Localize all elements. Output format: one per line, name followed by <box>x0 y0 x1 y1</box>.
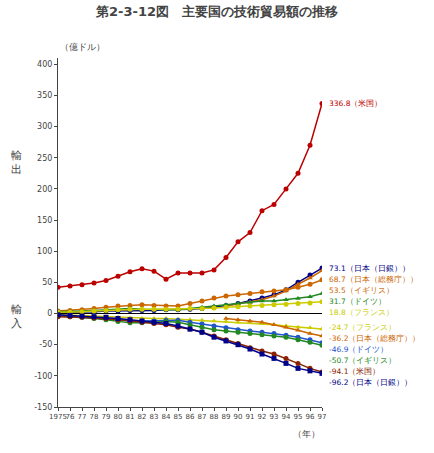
svg-text:91: 91 <box>246 413 255 421</box>
svg-text:93: 93 <box>270 413 279 421</box>
svg-text:78: 78 <box>90 413 99 421</box>
svg-text:18.8（フランス）: 18.8（フランス） <box>329 308 394 317</box>
svg-text:92: 92 <box>258 413 267 421</box>
svg-text:94: 94 <box>282 413 291 421</box>
svg-text:-50: -50 <box>39 340 52 349</box>
svg-text:336.8（米国）: 336.8（米国） <box>329 99 382 108</box>
svg-text:（年）: （年） <box>293 429 320 439</box>
svg-text:300: 300 <box>37 122 52 131</box>
svg-text:85: 85 <box>174 413 183 421</box>
svg-text:86: 86 <box>186 413 195 421</box>
svg-text:輸出: 輸出 <box>11 149 22 176</box>
svg-text:88: 88 <box>210 413 219 421</box>
svg-text:53.5（イギリス）: 53.5（イギリス） <box>329 286 394 295</box>
svg-text:68.7（日本（総務庁））: 68.7（日本（総務庁）） <box>329 275 418 284</box>
svg-text:79: 79 <box>102 413 111 421</box>
svg-text:輸入: 輸入 <box>11 303 22 330</box>
svg-text:77: 77 <box>78 413 87 421</box>
svg-text:97: 97 <box>318 413 327 421</box>
svg-text:-46.9（ドイツ）: -46.9（ドイツ） <box>329 345 388 354</box>
svg-text:76: 76 <box>66 413 75 421</box>
svg-text:-96.2（日本（日銀））: -96.2（日本（日銀）） <box>329 378 412 387</box>
svg-text:73.1（日本（日銀））: 73.1（日本（日銀）） <box>329 264 410 273</box>
svg-text:-100: -100 <box>34 372 52 381</box>
svg-text:87: 87 <box>198 413 207 421</box>
svg-text:1975: 1975 <box>49 413 67 421</box>
svg-text:81: 81 <box>126 413 135 421</box>
svg-text:400: 400 <box>37 60 52 69</box>
svg-text:31.7（ドイツ）: 31.7（ドイツ） <box>329 297 386 306</box>
svg-text:-150: -150 <box>34 403 52 412</box>
svg-text:-50.7（イギリス）: -50.7（イギリス） <box>329 356 396 365</box>
svg-text:89: 89 <box>222 413 231 421</box>
svg-text:82: 82 <box>138 413 147 421</box>
svg-text:（億ドル）: （億ドル） <box>60 42 105 52</box>
svg-text:0: 0 <box>47 309 52 318</box>
svg-text:150: 150 <box>37 216 52 225</box>
svg-text:95: 95 <box>294 413 303 421</box>
svg-text:250: 250 <box>37 154 52 163</box>
svg-text:100: 100 <box>37 247 52 256</box>
svg-text:-24.7（フランス）: -24.7（フランス） <box>329 323 396 332</box>
svg-text:84: 84 <box>162 413 171 421</box>
svg-text:83: 83 <box>150 413 159 421</box>
svg-text:80: 80 <box>114 413 123 421</box>
svg-text:90: 90 <box>234 413 243 421</box>
svg-text:50: 50 <box>42 278 52 287</box>
svg-text:-94.1（米国）: -94.1（米国） <box>329 367 380 376</box>
svg-text:第2-3-12図 主要国の技術貿易額の推移: 第2-3-12図 主要国の技術貿易額の推移 <box>95 4 338 19</box>
svg-text:96: 96 <box>306 413 315 421</box>
svg-text:350: 350 <box>37 91 52 100</box>
svg-text:200: 200 <box>37 185 52 194</box>
svg-text:-36.2（日本（総務庁））: -36.2（日本（総務庁）） <box>329 334 420 343</box>
